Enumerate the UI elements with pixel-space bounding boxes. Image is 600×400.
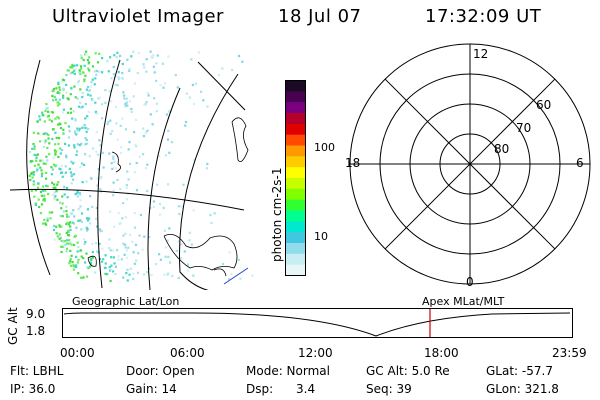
grid-line [197,61,246,111]
timeline-x-label-0000: 00:00 [60,346,95,360]
grid-line [179,73,239,290]
timeline-x-label-2359: 23:59 [552,346,587,360]
info-gain: Gain: 14 [126,382,177,396]
mlt-label-6: 6 [576,156,584,170]
altitude-curve [63,312,571,337]
coastline [87,255,97,267]
coastline [111,151,121,173]
lat-label-70: 70 [516,121,531,135]
magnetic-polar-plot: 12 18 6 0 60 70 80 [345,43,591,289]
info-mode: Mode: Normal [246,364,330,378]
info-seq: Seq: 39 [366,382,412,396]
info-filter: Flt: LBHL [10,364,64,378]
coastline [231,117,249,163]
orbit-altitude-timeline [62,308,573,338]
lat-label-80: 80 [494,142,509,156]
info-glat: GLat: -57.7 [486,364,553,378]
grid-line [9,188,245,211]
date-label: 18 Jul 07 [278,6,362,27]
timeline-x-label-0600: 06:00 [170,346,205,360]
colorbar-tick-10: 10 [314,230,328,243]
mlt-label-0: 0 [466,275,474,289]
colorbar-tick-100: 100 [314,141,335,154]
info-glon: GLon: 321.8 [486,382,559,396]
timeline-y-label-top: 9.0 [26,307,46,321]
timeline-axis-title: GC Alt [6,307,20,345]
colorbar-label: photon cm-2s-1 [270,167,284,263]
intensity-colorbar [285,80,306,276]
lat-label-60: 60 [536,98,551,112]
grid-line [97,59,121,289]
grid-line [147,87,181,290]
mlt-label-12: 12 [473,47,488,61]
coastline [163,233,238,271]
timeline-left-title: Geographic Lat/Lon [72,295,180,308]
timeline-x-label-1800: 18:00 [424,346,459,360]
info-ip: IP: 36.0 [10,382,56,396]
coastline [213,268,227,277]
timeline-x-label-1200: 12:00 [298,346,333,360]
info-door: Door: Open [126,364,195,378]
grid-line [26,59,51,276]
instrument-title: Ultraviolet Imager [52,6,224,27]
mlt-label-18: 18 [345,156,360,170]
info-gc-alt: GC Alt: 5.0 Re [366,364,450,378]
info-dsp: Dsp: 3.4 [246,382,316,396]
time-label: 17:32:09 UT [425,6,542,27]
geographic-auroral-image [9,50,254,290]
timeline-right-title: Apex MLat/MLT [422,295,505,308]
timeline-y-label-bottom: 1.8 [26,324,46,338]
